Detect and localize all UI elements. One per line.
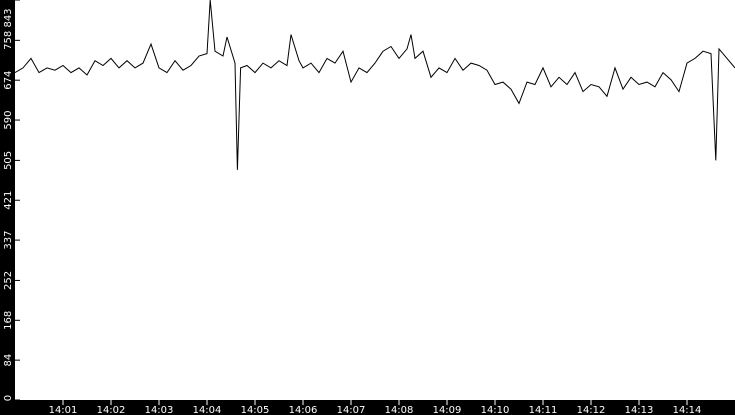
- x-tick-label: 14:06: [289, 405, 318, 415]
- x-tick-label: 14:13: [625, 405, 654, 415]
- plot-area: [15, 0, 735, 400]
- y-tick-label: 337: [3, 231, 14, 250]
- x-tick-label: 14:14: [673, 405, 702, 415]
- x-tick-label: 14:11: [529, 405, 558, 415]
- x-tick-label: 14:07: [337, 405, 366, 415]
- y-tick-label: 84: [3, 354, 14, 367]
- x-tick-label: 14:09: [433, 405, 462, 415]
- y-tick-label: 590: [3, 111, 14, 130]
- x-tick-label: 14:03: [145, 405, 174, 415]
- y-tick-label: 0: [3, 395, 14, 401]
- y-tick-label: 758: [3, 31, 14, 50]
- x-tick-label: 14:05: [241, 405, 270, 415]
- x-tick-label: 14:01: [49, 405, 78, 415]
- y-tick-label: 674: [3, 71, 14, 90]
- x-tick-label: 14:08: [385, 405, 414, 415]
- x-tick-label: 14:10: [481, 405, 510, 415]
- y-tick-label: 168: [3, 311, 14, 330]
- series-line: [14, 0, 735, 170]
- x-tick-label: 14:12: [577, 405, 606, 415]
- y-tick-label: 421: [3, 191, 14, 210]
- y-tick-label: 505: [3, 151, 14, 170]
- x-tick-label: 14:02: [97, 405, 126, 415]
- y-tick-label: 843: [3, 8, 14, 27]
- x-tick-label: 14:04: [193, 405, 222, 415]
- y-tick-label: 252: [3, 271, 14, 290]
